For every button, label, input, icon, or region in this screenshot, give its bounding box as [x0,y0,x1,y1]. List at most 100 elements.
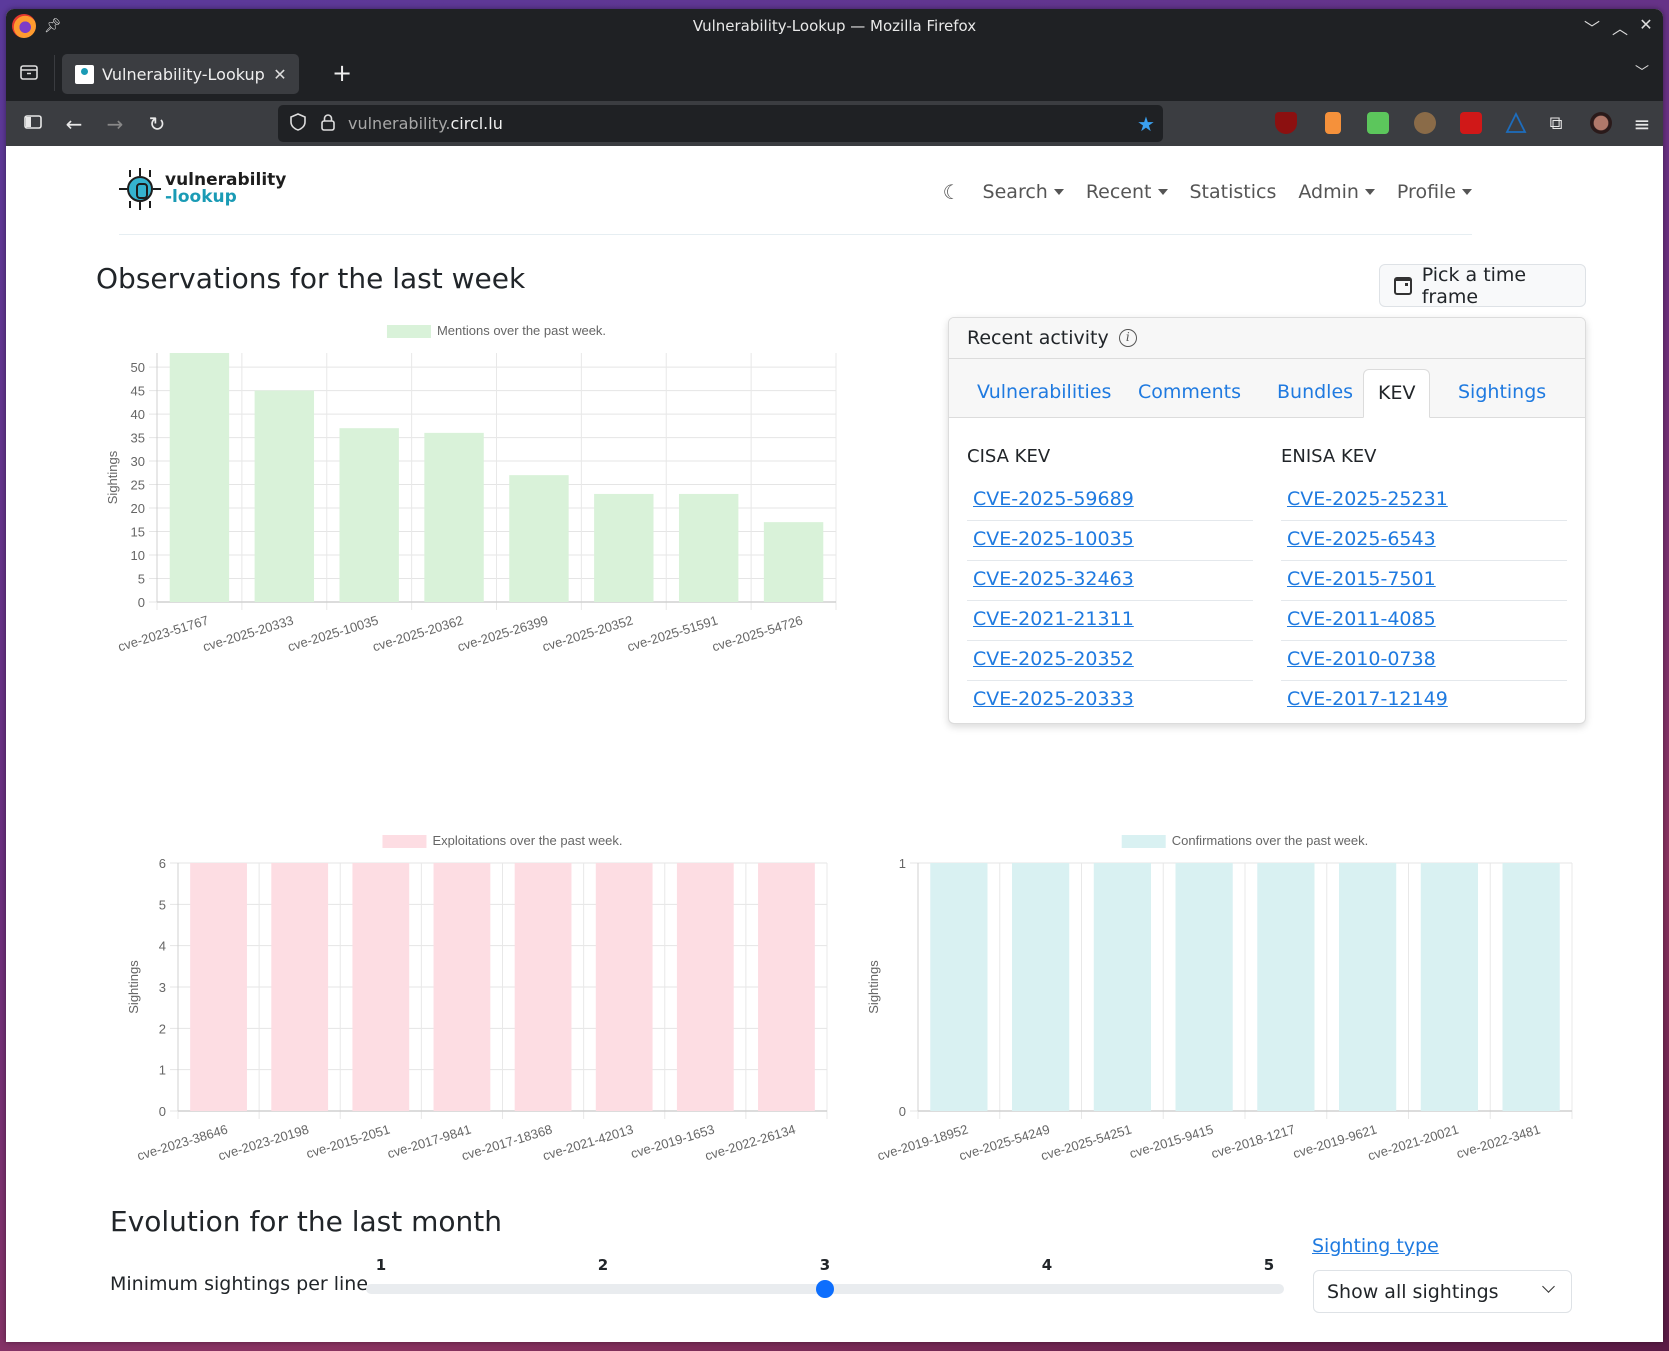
cve-link[interactable]: CVE-2025-32463 [973,568,1134,590]
cve-link[interactable]: CVE-2015-7501 [1287,568,1436,590]
list-all-tabs-chevron-icon[interactable]: ﹀ [1635,65,1649,81]
maximize-button[interactable]: ︿ [1611,19,1628,38]
cve-link[interactable]: CVE-2010-0738 [1287,648,1436,670]
y-tick-label: 10 [131,548,145,563]
cve-link[interactable]: CVE-2025-10035 [973,528,1134,550]
reload-button[interactable]: ↻ [148,112,166,136]
firefox-logo-icon [12,14,36,38]
nav-statistics[interactable]: Statistics [1190,181,1277,203]
slider-thumb[interactable] [816,1280,834,1298]
account-avatar[interactable] [1590,112,1612,134]
bar [1175,863,1233,1111]
cve-link[interactable]: CVE-2025-20352 [973,648,1134,670]
bookmark-star-icon[interactable]: ★ [1137,111,1155,136]
bar [169,353,230,602]
list-item: CVE-2021-21311 [967,601,1253,641]
list-item: CVE-2025-25231 [1281,481,1567,521]
triangle-extension-icon[interactable] [1505,111,1527,134]
ublock-origin-icon[interactable] [1275,112,1297,134]
header-divider [119,234,1472,235]
info-icon[interactable]: i [1118,329,1137,347]
slider-tick-label: 4 [1041,1256,1053,1274]
tab-list-button[interactable] [18,61,40,83]
app-menu-hamburger-icon[interactable]: ≡ [1633,112,1651,136]
enisa-kev-list: ENISA KEV CVE-2025-25231 CVE-2025-6543 C… [1281,446,1567,721]
cve-link[interactable]: CVE-2025-6543 [1287,528,1436,550]
legend-swatch [386,325,431,338]
bar [1012,863,1070,1111]
cve-link[interactable]: CVE-2011-4085 [1287,608,1436,630]
list-item: CVE-2025-32463 [967,561,1253,601]
pick-time-frame-label: Pick a time frame [1421,263,1527,308]
y-tick-label: 50 [131,360,145,375]
cve-link[interactable]: CVE-2025-20333 [973,688,1134,710]
close-tab-icon[interactable]: ✕ [273,64,287,84]
sidebar-toggle-button[interactable] [20,111,46,137]
bar [678,493,739,602]
y-tick-label: 6 [159,856,166,871]
pin-icon[interactable]: 📌︎ [44,18,62,34]
sighting-type-select[interactable]: Show all sightings [1313,1270,1572,1313]
url-subdomain: vulnerability. [348,114,451,133]
magic-wand-extension-icon[interactable] [1460,112,1482,134]
forward-button[interactable]: → [106,112,124,136]
tab-kev[interactable]: KEV [1363,369,1431,418]
lock-icon[interactable] [318,113,338,135]
exploitations-bar-chart: Exploitations over the past week. 0 1 2 3 4 5 6… [126,833,828,1163]
caret-down-icon [1462,189,1472,195]
url-bar[interactable]: vulnerability.circl.lu ★ [278,105,1163,142]
new-tab-button[interactable]: + [332,59,353,87]
cve-link[interactable]: CVE-2025-25231 [1287,488,1448,510]
tab-sightings[interactable]: Sightings [1458,381,1547,403]
nav-admin[interactable]: Admin [1298,181,1375,203]
nav-search[interactable]: Search [983,181,1064,203]
tab-vulnerabilities[interactable]: Vulnerabilities [977,381,1112,403]
cve-link[interactable]: CVE-2025-59689 [973,488,1134,510]
sighting-type-link[interactable]: Sighting type [1312,1235,1439,1257]
trash-extension-icon[interactable] [1325,112,1341,134]
nav-profile[interactable]: Profile [1397,181,1472,203]
y-tick-label: 4 [159,939,166,954]
bar [1339,863,1397,1111]
legend-label: Mentions over the past week. [437,323,606,338]
back-button[interactable]: ← [65,112,83,136]
badger-extension-icon[interactable] [1414,112,1436,134]
list-item: CVE-2010-0738 [1281,641,1567,681]
y-tick-label: 0 [159,1104,166,1119]
browser-tab[interactable]: Vulnerability-Lookup ✕ [62,54,299,94]
extensions-puzzle-icon[interactable]: ⧉ [1549,113,1563,134]
dark-mode-moon-icon[interactable]: ☾ [942,180,961,204]
site-logo[interactable]: vulnerability -lookup [119,168,286,210]
list-item: CVE-2011-4085 [1281,601,1567,641]
slider-tick-label: 1 [375,1256,387,1274]
browser-window: 📌︎ Vulnerability-Lookup — Mozilla Firefo… [6,9,1663,1342]
nav-profile-label: Profile [1396,181,1456,203]
caret-down-icon [1157,189,1168,195]
close-window-button[interactable]: ✕ [1639,15,1653,34]
tab-strip: Vulnerability-Lookup ✕ + ﹀ [6,45,1663,101]
pick-time-frame-button[interactable]: Pick a time frame [1379,263,1586,308]
sidebar-icon [24,115,42,129]
tab-separator [54,55,55,91]
x-tick-label: cve-2018-1217 [1209,1122,1296,1162]
card-title: Recent activity [967,327,1109,349]
nav-recent[interactable]: Recent [1086,181,1168,203]
card-header: Recent activity i [949,318,1585,359]
y-tick-label: 25 [131,478,145,493]
x-tick-label: cve-2022-3481 [1455,1122,1542,1162]
bar [1502,863,1560,1111]
y-tick-label: 15 [131,525,145,540]
sheet-extension-icon[interactable] [1367,112,1389,134]
url-text[interactable]: vulnerability.circl.lu [348,114,1129,133]
x-tick-label: cve-2015-9415 [1128,1122,1215,1162]
legend-label: Exploitations over the past week. [432,833,622,848]
minimize-button[interactable]: ﹀ [1583,19,1600,38]
y-tick-label: 20 [131,501,145,516]
tab-comments[interactable]: Comments [1138,381,1241,403]
y-tick-label: 35 [131,431,145,446]
cve-link[interactable]: CVE-2021-21311 [973,608,1134,630]
sighting-type-value: Show all sightings [1327,1280,1499,1303]
tracking-protection-shield-icon[interactable] [288,112,308,135]
cve-link[interactable]: CVE-2017-12149 [1287,688,1448,710]
tab-bundles[interactable]: Bundles [1277,381,1354,403]
